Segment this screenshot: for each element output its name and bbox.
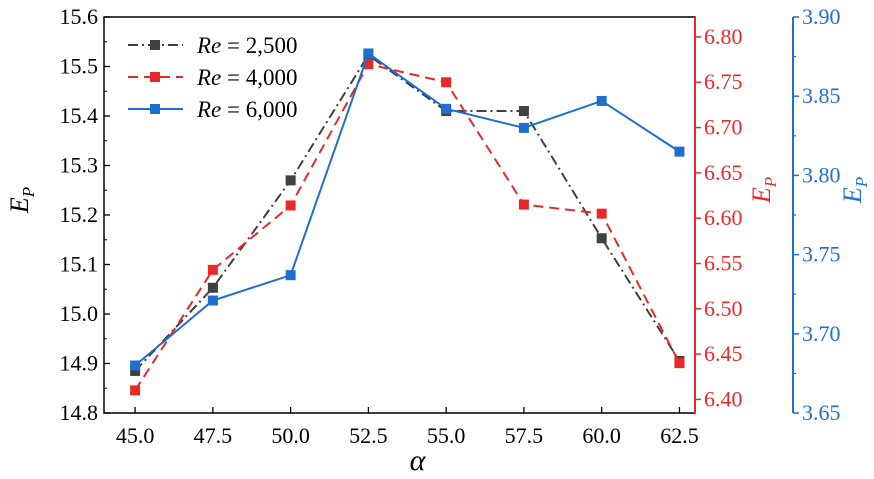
legend-label: Re = 2,500 (196, 33, 298, 58)
series-2-point (285, 200, 296, 211)
left-tick-label: 15.1 (60, 252, 99, 277)
series-1-point (207, 282, 218, 293)
series-2-point (518, 199, 529, 210)
series-2-point (363, 59, 374, 70)
series-3-point (130, 360, 141, 371)
series-3-point (441, 103, 452, 114)
series-line-2 (134, 62, 681, 391)
right-axis-2-tick-label: 3.90 (802, 4, 841, 29)
x-tick-label: 52.5 (349, 423, 388, 448)
series-1-point (130, 365, 141, 376)
right-axis-1-tick-label: 6.75 (704, 69, 743, 94)
legend-label: Re = 4,000 (196, 65, 298, 90)
right-axis-2-tick-label: 3.75 (802, 242, 841, 267)
series-3-point (596, 95, 607, 106)
right-axis-1-tick-label: 6.80 (704, 24, 743, 49)
right-axis-1-tick-label: 6.50 (704, 296, 743, 321)
series-2-point (207, 264, 218, 275)
series-3-point (207, 295, 218, 306)
legend-marker (150, 40, 160, 50)
left-tick-label: 14.9 (60, 351, 99, 376)
left-tick-label: 15.0 (60, 301, 99, 326)
right-axis-2-tick-label: 3.80 (802, 162, 841, 187)
x-tick-label: 60.0 (582, 423, 621, 448)
series-1-point (518, 106, 529, 117)
x-tick-label: 50.0 (271, 423, 310, 448)
right-axis-1-tick-label: 6.45 (704, 341, 743, 366)
series-2-point (674, 358, 685, 369)
legend-marker (150, 72, 160, 82)
series-2-point (130, 385, 141, 396)
left-tick-label: 15.4 (60, 103, 99, 128)
right-axis-2-label: EP (838, 177, 871, 204)
series-3-point (285, 270, 296, 281)
series-line-1 (134, 53, 681, 372)
left-tick-label: 14.8 (60, 400, 99, 425)
x-tick-label: 47.5 (194, 423, 233, 448)
right-axis-2-tick-label: 3.85 (802, 83, 841, 108)
legend: Re = 2,500 Re = 4,000 Re = 6,000 (128, 33, 298, 122)
series-1-point (596, 233, 607, 244)
series-line-3 (134, 51, 680, 367)
right-axis-2-tick-label: 3.65 (802, 400, 841, 425)
left-tick-label: 15.6 (60, 4, 99, 29)
right-axis-2-tick-label: 3.70 (802, 321, 841, 346)
left-tick-label: 15.5 (60, 54, 99, 79)
x-tick-label: 57.5 (505, 423, 544, 448)
left-tick-label: 15.2 (60, 202, 99, 227)
series-2-point (441, 77, 452, 88)
series-1-point (285, 175, 296, 186)
legend-marker (150, 104, 160, 114)
right-axis-1-tick-label: 6.70 (704, 115, 743, 140)
right-axis-1-tick-label: 6.60 (704, 205, 743, 230)
series-3-point (518, 122, 529, 133)
series-3-point (363, 48, 374, 59)
x-tick-label: 62.5 (660, 423, 699, 448)
axes-layer: 45.0 47.5 50.0 52.5 55.0 57.5 60.0 62.5 14.8 14.9… (5, 4, 871, 448)
right-axis-1-label: EP (747, 177, 780, 204)
right-axis-1-tick-label: 6.40 (704, 386, 743, 411)
x-tick-label: 55.0 (427, 423, 466, 448)
series-layer (130, 48, 685, 396)
x-tick-label: 45.0 (116, 423, 155, 448)
left-axis-label: EP (5, 187, 38, 214)
x-axis-label: α (410, 444, 427, 477)
right-axis-1-tick-label: 6.55 (704, 250, 743, 275)
left-tick-label: 15.3 (60, 153, 99, 178)
right-axis-1-tick-label: 6.65 (704, 160, 743, 185)
series-3-point (674, 146, 685, 157)
series-2-point (596, 208, 607, 219)
legend-label: Re = 6,000 (196, 97, 298, 122)
